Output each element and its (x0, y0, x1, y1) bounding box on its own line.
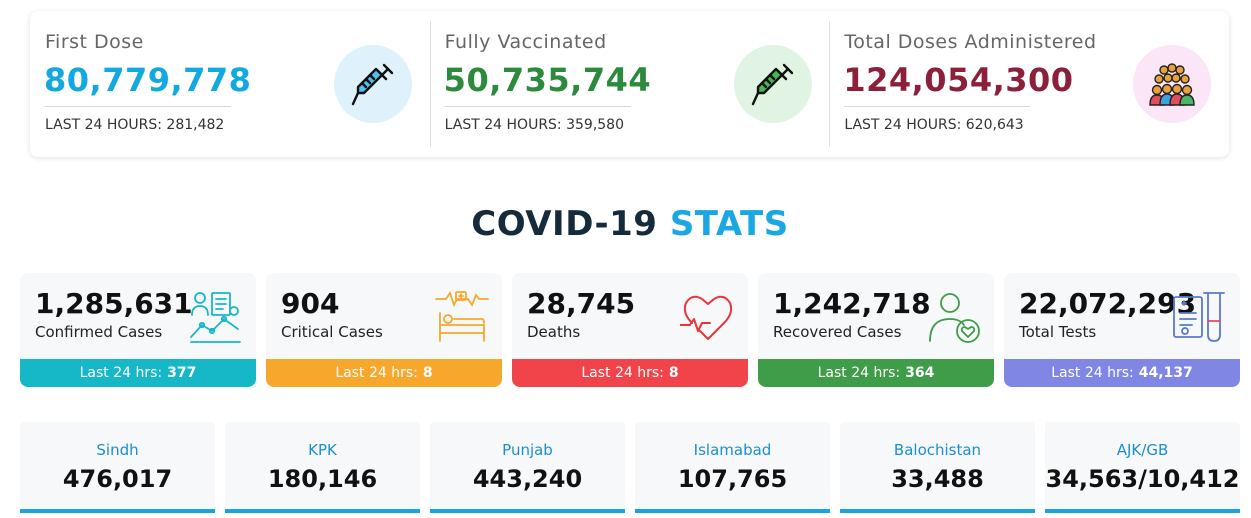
vaccination-fully-vaccinated: Fully Vaccinated 50,735,744 LAST 24 HOUR… (429, 11, 830, 157)
vax-value: 124,054,300 (843, 61, 1074, 99)
stat-card-confirmed: 1,285,631 Confirmed Cases Last 24 hrs: 3… (20, 273, 256, 387)
syringe-icon (334, 45, 412, 123)
province-value: 34,563/10,412 (1045, 465, 1240, 493)
divider (444, 106, 631, 107)
last-24-value: 377 (167, 365, 197, 381)
divider (844, 106, 1031, 107)
province-value: 180,146 (267, 465, 378, 493)
vax-label: First Dose (45, 31, 144, 53)
stat-label: Deaths (527, 323, 581, 341)
vax-value: 50,735,744 (443, 61, 652, 99)
vax-label: Fully Vaccinated (444, 31, 607, 53)
province-card-balochistan[interactable]: Balochistan 33,488 (840, 422, 1035, 513)
province-value: 33,488 (891, 465, 984, 493)
stat-last-24-hours: Last 24 hrs: 364 (758, 359, 994, 387)
hospital-bed-icon (435, 290, 489, 342)
vax-last-24-hours: LAST 24 HOURS: 620,643 (844, 117, 1024, 133)
province-name: Sindh (96, 441, 139, 459)
last-24-label: Last 24 hrs: (581, 365, 664, 381)
lab-test-icon (1173, 292, 1225, 342)
stat-card-recovered: 1,242,718 Recovered Cases Last 24 hrs: 3… (758, 273, 994, 387)
vaccination-total-doses: Total Doses Administered 124,054,300 LAS… (829, 11, 1229, 157)
stat-label: Total Tests (1019, 323, 1097, 341)
stat-last-24-hours: Last 24 hrs: 377 (20, 359, 256, 387)
province-card-sindh[interactable]: Sindh 476,017 (20, 422, 215, 513)
province-name: Islamabad (693, 441, 772, 459)
stat-card-critical: 904 Critical Cases Last 24 hrs: 8 (266, 273, 502, 387)
last-24-value: 44,137 (1138, 365, 1193, 381)
stat-last-24-hours: Last 24 hrs: 44,137 (1004, 359, 1240, 387)
data-analysis-icon (190, 292, 241, 343)
province-name: Balochistan (893, 441, 982, 459)
stat-value: 904 (281, 287, 340, 320)
province-name: Punjab (502, 441, 553, 459)
last-24-label: Last 24 hrs: (1051, 365, 1134, 381)
province-card-kpk[interactable]: KPK 180,146 (225, 422, 420, 513)
divider (45, 106, 231, 107)
page-title: COVID-19 STATS (0, 204, 1251, 244)
stat-value: 1,285,631 (35, 287, 193, 320)
title-part-1: COVID-19 (471, 204, 658, 244)
crowd-icon (1133, 45, 1212, 123)
vax-last-24-hours: LAST 24 HOURS: 281,482 (45, 117, 225, 133)
last-24-value: 364 (905, 365, 935, 381)
province-card-ajk-gb[interactable]: AJK/GB 34,563/10,412 (1045, 422, 1240, 513)
last-24-label: Last 24 hrs: (817, 365, 901, 381)
title-part-2: STATS (669, 204, 789, 244)
vax-value: 80,779,778 (44, 61, 252, 99)
stat-label: Critical Cases (281, 323, 383, 341)
province-name: KPK (308, 441, 337, 459)
syringe-icon (733, 45, 812, 123)
vaccination-panel: First Dose 80,779,778 LAST 24 HOURS: 281… (30, 11, 1229, 157)
last-24-label: Last 24 hrs: (335, 365, 418, 381)
stat-card-tests: 22,072,293 Total Tests Last 24 hrs: 44,1… (1004, 273, 1240, 387)
heartbeat-icon (680, 295, 733, 340)
last-24-value: 8 (422, 365, 433, 381)
vax-label: Total Doses Administered (844, 31, 1097, 53)
stat-value: 1,242,718 (773, 287, 931, 320)
province-name: AJK/GB (1116, 441, 1169, 459)
stat-value: 22,072,293 (1019, 287, 1197, 320)
province-card-islamabad[interactable]: Islamabad 107,765 (635, 422, 830, 513)
last-24-value: 8 (668, 365, 679, 381)
last-24-label: Last 24 hrs: (79, 365, 163, 381)
stat-card-deaths: 28,745 Deaths Last 24 hrs: 8 (512, 273, 748, 387)
stat-label: Confirmed Cases (35, 323, 163, 341)
province-value: 443,240 (472, 465, 583, 493)
vaccination-first-dose: First Dose 80,779,778 LAST 24 HOURS: 281… (30, 11, 430, 157)
stat-label: Recovered Cases (773, 323, 902, 341)
vax-last-24-hours: LAST 24 HOURS: 359,580 (444, 117, 624, 133)
province-card-punjab[interactable]: Punjab 443,240 (430, 422, 625, 513)
stat-last-24-hours: Last 24 hrs: 8 (266, 359, 502, 387)
stat-last-24-hours: Last 24 hrs: 8 (512, 359, 748, 387)
stat-value: 28,745 (527, 287, 636, 320)
province-value: 476,017 (62, 465, 173, 493)
province-value: 107,765 (677, 465, 788, 493)
recovered-person-icon (929, 293, 980, 343)
